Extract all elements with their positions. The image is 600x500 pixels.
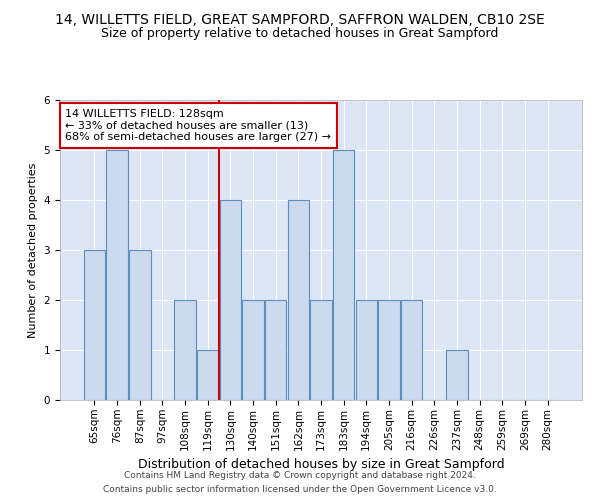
Bar bbox=[197, 350, 218, 400]
Bar bbox=[265, 300, 286, 400]
Text: Contains public sector information licensed under the Open Government Licence v3: Contains public sector information licen… bbox=[103, 484, 497, 494]
Bar bbox=[356, 300, 377, 400]
Bar bbox=[333, 150, 355, 400]
Bar bbox=[287, 200, 309, 400]
Bar bbox=[310, 300, 332, 400]
Text: 14 WILLETTS FIELD: 128sqm
← 33% of detached houses are smaller (13)
68% of semi-: 14 WILLETTS FIELD: 128sqm ← 33% of detac… bbox=[65, 109, 331, 142]
Bar bbox=[175, 300, 196, 400]
Bar bbox=[106, 150, 128, 400]
Y-axis label: Number of detached properties: Number of detached properties bbox=[28, 162, 38, 338]
Bar bbox=[129, 250, 151, 400]
Bar bbox=[378, 300, 400, 400]
Text: Size of property relative to detached houses in Great Sampford: Size of property relative to detached ho… bbox=[101, 28, 499, 40]
Text: 14, WILLETTS FIELD, GREAT SAMPFORD, SAFFRON WALDEN, CB10 2SE: 14, WILLETTS FIELD, GREAT SAMPFORD, SAFF… bbox=[55, 12, 545, 26]
X-axis label: Distribution of detached houses by size in Great Sampford: Distribution of detached houses by size … bbox=[137, 458, 505, 471]
Bar bbox=[242, 300, 264, 400]
Bar bbox=[220, 200, 241, 400]
Bar bbox=[84, 250, 105, 400]
Bar bbox=[446, 350, 467, 400]
Text: Contains HM Land Registry data © Crown copyright and database right 2024.: Contains HM Land Registry data © Crown c… bbox=[124, 472, 476, 480]
Bar bbox=[401, 300, 422, 400]
